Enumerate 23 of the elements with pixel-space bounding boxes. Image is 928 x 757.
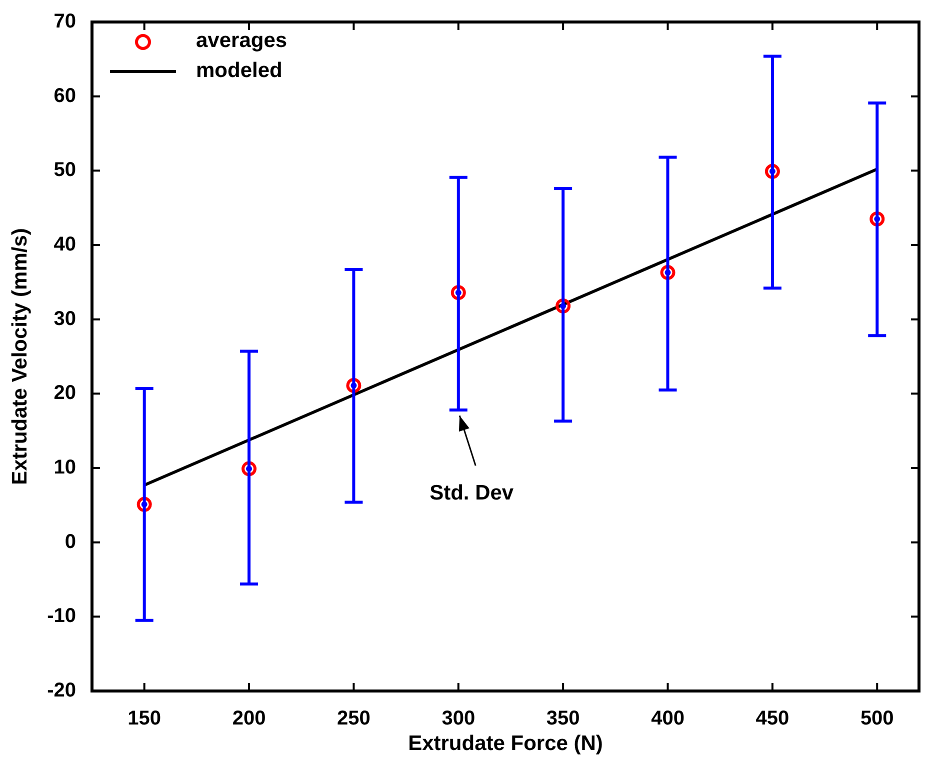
- x-tick-label: 350: [546, 708, 580, 730]
- x-tick-label: 500: [860, 708, 894, 730]
- y-tick-label: 10: [54, 456, 76, 479]
- x-tick-label: 150: [128, 708, 162, 730]
- x-tick-label: 450: [756, 708, 790, 730]
- y-tick-label: 40: [54, 234, 76, 256]
- x-tick-label: 400: [651, 708, 684, 730]
- y-tick-label: -10: [47, 605, 76, 628]
- y-tick-label: 70: [54, 10, 76, 33]
- y-tick-label: 20: [54, 382, 76, 404]
- y-tick-label: 60: [54, 84, 76, 107]
- x-axis-title: Extrudate Force (N): [408, 732, 603, 756]
- annotation: Std. Dev: [430, 481, 514, 504]
- y-axis-title: Extrudate Velocity (mm/s): [8, 228, 32, 485]
- legend-label: modeled: [196, 59, 282, 83]
- y-tick-label: 0: [64, 530, 76, 553]
- y-tick-label: 30: [54, 308, 76, 330]
- y-tick-label: -20: [47, 680, 76, 702]
- y-tick-label: 50: [54, 159, 76, 182]
- x-tick-label: 300: [442, 708, 476, 730]
- x-tick-label: 200: [232, 708, 266, 730]
- legend-label: averages: [196, 29, 288, 53]
- x-tick-label: 250: [337, 708, 370, 730]
